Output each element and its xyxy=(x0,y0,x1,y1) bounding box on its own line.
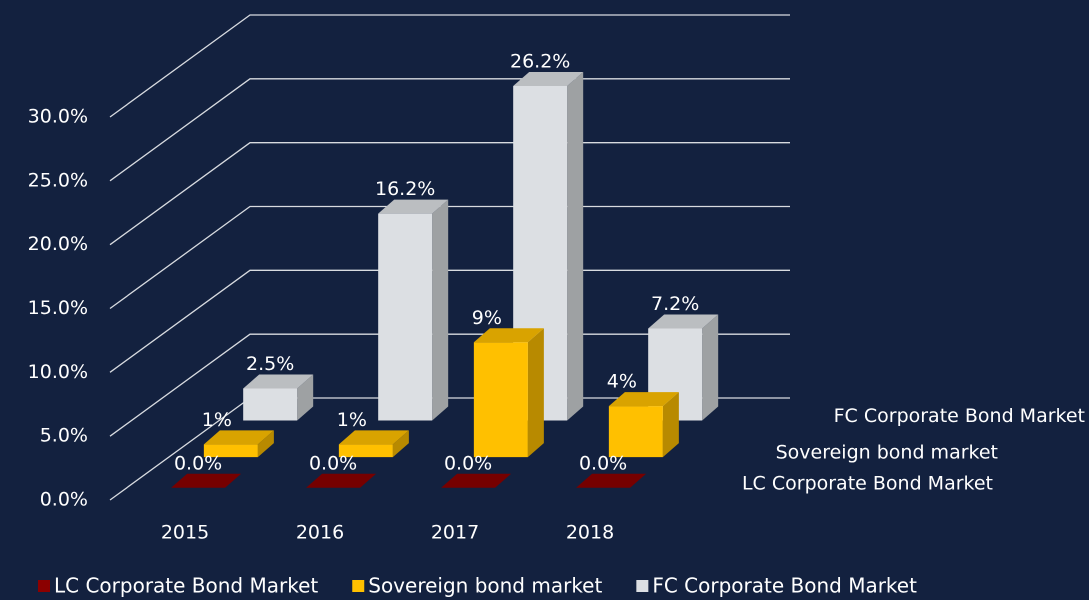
bar-top xyxy=(203,430,274,445)
bar xyxy=(576,473,647,488)
legend-swatch xyxy=(352,580,365,592)
bar xyxy=(306,473,377,488)
legend-label: LC Corporate Bond Market xyxy=(54,574,318,598)
legend-swatch xyxy=(38,580,50,592)
data-label: 16.2% xyxy=(375,178,435,200)
bar-top xyxy=(473,328,544,343)
data-label: 1% xyxy=(337,409,367,431)
grid-line xyxy=(109,78,790,182)
bar-front xyxy=(203,444,258,458)
bar-side xyxy=(527,328,544,458)
data-label: 7.2% xyxy=(651,293,699,315)
bar xyxy=(473,328,544,458)
y-tick-label: 5.0% xyxy=(40,425,88,447)
bar-side xyxy=(567,71,584,421)
data-label: 26.2% xyxy=(510,50,570,72)
data-label: 2.5% xyxy=(246,353,294,375)
legend-label: FC Corporate Bond Market xyxy=(652,574,917,598)
legend-label: Sovereign bond market xyxy=(368,574,602,598)
grid-line xyxy=(109,14,790,118)
bar-top xyxy=(441,473,512,488)
series-label: FC Corporate Bond Market xyxy=(834,405,1085,427)
bar-top xyxy=(171,473,242,488)
x-tick-label: 2015 xyxy=(161,522,209,544)
bar xyxy=(243,374,314,421)
legend-swatch xyxy=(636,580,649,592)
x-tick-label: 2018 xyxy=(566,522,614,544)
grid-line xyxy=(109,142,790,246)
bar-front xyxy=(378,213,433,421)
bar-top xyxy=(608,392,679,407)
data-label: 4% xyxy=(607,371,637,393)
bar-front xyxy=(473,342,528,458)
data-label: 0.0% xyxy=(579,452,627,474)
grid-line xyxy=(109,269,790,373)
bar xyxy=(441,473,512,488)
bar-top xyxy=(576,473,647,488)
data-label: 9% xyxy=(472,307,502,329)
y-tick-label: 30.0% xyxy=(28,106,88,128)
bar-side xyxy=(702,314,719,421)
bar xyxy=(378,199,449,421)
x-tick-label: 2016 xyxy=(296,522,344,544)
series-label: LC Corporate Bond Market xyxy=(742,472,993,494)
bar xyxy=(608,392,679,458)
bar-side xyxy=(662,392,679,458)
bar-top xyxy=(378,199,449,214)
grid-line xyxy=(109,205,790,310)
bar-top xyxy=(513,71,584,86)
bar-side xyxy=(432,199,449,421)
bar-top xyxy=(243,374,314,389)
bar xyxy=(338,430,409,458)
bar-front xyxy=(338,444,393,458)
grid-line xyxy=(109,333,790,437)
y-tick-label: 25.0% xyxy=(28,169,88,191)
bar-side xyxy=(257,430,274,458)
x-tick-label: 2017 xyxy=(431,522,479,544)
bar-front xyxy=(243,388,298,421)
data-label: 0.0% xyxy=(309,452,357,474)
data-label: 1% xyxy=(202,409,232,431)
bar-top xyxy=(338,430,409,445)
bar-front xyxy=(608,406,663,458)
bar xyxy=(171,473,242,488)
y-tick-label: 10.0% xyxy=(28,361,88,383)
bar-top xyxy=(648,314,719,329)
series-label: Sovereign bond market xyxy=(776,442,998,464)
bar-top xyxy=(306,473,377,488)
data-label: 0.0% xyxy=(444,452,492,474)
bar xyxy=(648,314,719,421)
bar-side xyxy=(392,430,409,458)
y-tick-label: 20.0% xyxy=(28,233,88,255)
bar-side xyxy=(297,374,314,421)
bar xyxy=(203,430,274,458)
y-tick-label: 0.0% xyxy=(40,489,88,511)
data-label: 0.0% xyxy=(174,452,222,474)
y-tick-label: 15.0% xyxy=(28,297,88,319)
